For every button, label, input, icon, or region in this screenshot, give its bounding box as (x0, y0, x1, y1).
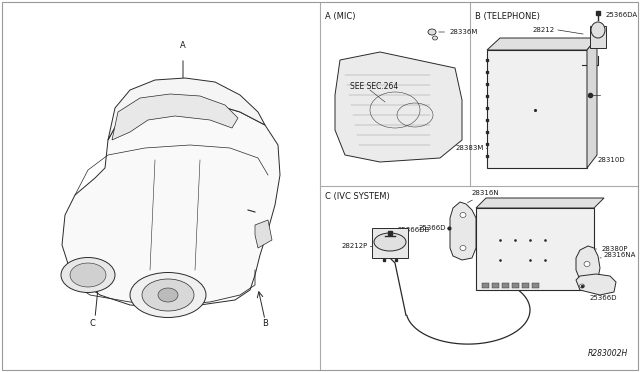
Text: C: C (89, 319, 95, 328)
Ellipse shape (460, 246, 466, 250)
Text: 25366DB: 25366DB (390, 227, 430, 233)
Ellipse shape (591, 22, 605, 38)
Text: 25366D: 25366D (584, 290, 618, 301)
Polygon shape (450, 202, 476, 260)
Bar (502, 283, 509, 288)
Text: 28316NA: 28316NA (600, 252, 636, 258)
Text: 28336M: 28336M (439, 29, 478, 35)
Polygon shape (62, 100, 280, 308)
Ellipse shape (130, 273, 206, 317)
Ellipse shape (579, 284, 584, 288)
Text: 25366DA: 25366DA (598, 12, 638, 18)
Text: A (MIC): A (MIC) (325, 12, 355, 21)
Bar (590, 26, 606, 48)
Text: A: A (180, 41, 186, 50)
Bar (372, 228, 408, 258)
Polygon shape (335, 52, 462, 162)
Text: C (IVC SYSTEM): C (IVC SYSTEM) (325, 192, 390, 201)
Ellipse shape (584, 262, 590, 266)
Polygon shape (108, 78, 265, 140)
Polygon shape (576, 246, 600, 282)
Text: R283002H: R283002H (588, 349, 628, 358)
Bar (476, 208, 594, 290)
Ellipse shape (433, 36, 438, 40)
Text: 28212P: 28212P (342, 243, 368, 249)
Bar (532, 283, 539, 288)
Polygon shape (487, 38, 597, 50)
Ellipse shape (428, 29, 436, 35)
Polygon shape (476, 198, 604, 208)
Text: 28310D: 28310D (590, 157, 626, 163)
Polygon shape (587, 38, 597, 168)
Ellipse shape (70, 263, 106, 287)
Bar (487, 50, 587, 168)
Text: 28383M: 28383M (456, 145, 484, 151)
Text: 28316N: 28316N (467, 190, 500, 203)
Text: B (TELEPHONE): B (TELEPHONE) (475, 12, 540, 21)
Text: 28380P: 28380P (594, 246, 628, 252)
Text: SEE SEC.264: SEE SEC.264 (350, 82, 398, 91)
Bar (482, 283, 489, 288)
Polygon shape (576, 274, 616, 295)
Bar (522, 283, 529, 288)
Text: 25366D: 25366D (419, 225, 446, 231)
Bar (512, 283, 519, 288)
Bar (492, 283, 499, 288)
Ellipse shape (61, 257, 115, 292)
Ellipse shape (158, 288, 178, 302)
Text: 28212: 28212 (533, 27, 555, 33)
Ellipse shape (460, 212, 466, 218)
Polygon shape (255, 220, 272, 248)
Ellipse shape (374, 233, 406, 251)
Text: B: B (262, 319, 268, 328)
Ellipse shape (142, 279, 194, 311)
Polygon shape (112, 94, 238, 140)
